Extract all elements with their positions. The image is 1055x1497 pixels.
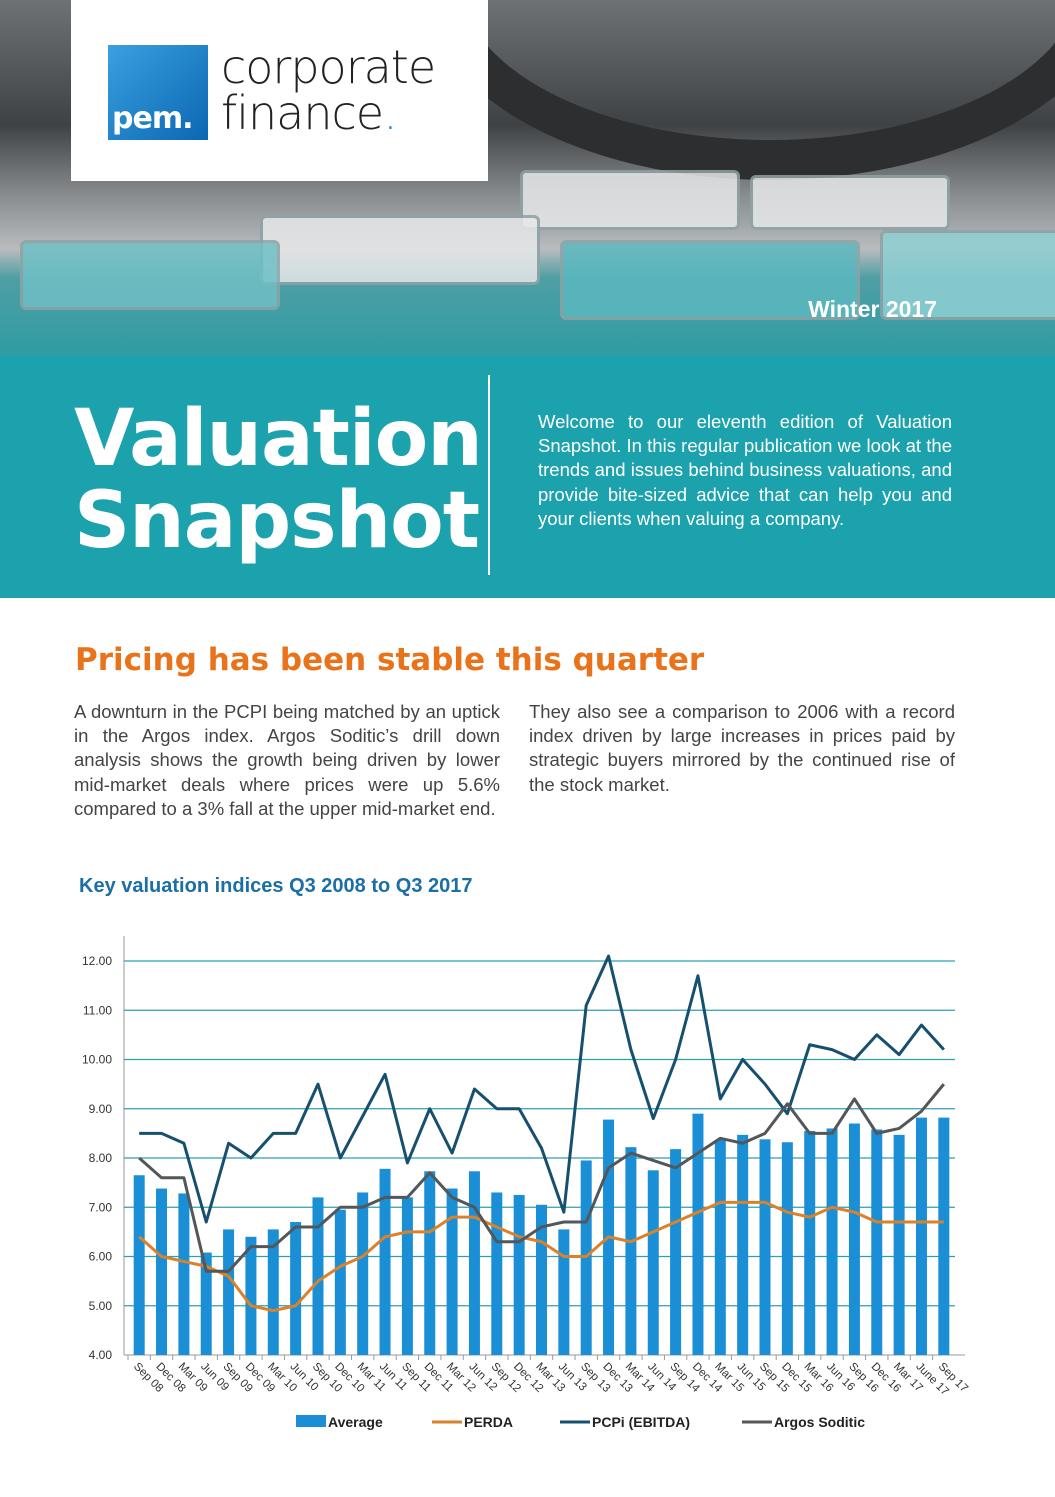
y-tick-label: 7.00 (89, 1200, 113, 1214)
article-column-1: A downturn in the PCPI being matched by … (74, 701, 500, 819)
boat (750, 175, 950, 230)
bar-average (379, 1168, 391, 1355)
bar-average (424, 1171, 436, 1355)
boat (560, 240, 860, 320)
bar-average (871, 1129, 883, 1355)
bar-average (312, 1197, 324, 1355)
logo-word2: finance (221, 86, 384, 140)
y-tick-label: 8.00 (89, 1151, 113, 1165)
legend-label: Argos Soditic (774, 1414, 865, 1430)
bar-average (804, 1130, 816, 1355)
logo-mark: pem. (108, 45, 208, 140)
bar-average (245, 1236, 257, 1355)
valuation-chart: 4.005.006.007.008.009.0010.0011.0012.00S… (82, 936, 970, 1430)
legend-label: PCPi (EBITDA) (592, 1414, 690, 1430)
line-perda (138, 1200, 944, 1313)
bar-average (692, 1113, 704, 1355)
bar-average (826, 1128, 838, 1355)
bar-average (267, 1229, 279, 1355)
y-tick-label: 10.00 (82, 1053, 112, 1067)
bar-average (513, 1194, 525, 1355)
bar-average (759, 1139, 771, 1355)
y-tick-label: 4.00 (89, 1348, 113, 1362)
legend-swatch (296, 1415, 326, 1427)
bar-average (133, 1175, 145, 1355)
bar-average (334, 1209, 346, 1355)
bar-average (401, 1197, 413, 1355)
bar-average (491, 1192, 503, 1355)
bridge-arch (420, 0, 1055, 180)
bar-average (625, 1147, 637, 1355)
bar-average (848, 1123, 860, 1355)
bar-average (781, 1142, 793, 1355)
y-tick-label: 11.00 (83, 1003, 112, 1017)
bar-average (737, 1134, 749, 1355)
title-line1: Valuation (74, 394, 483, 484)
hero-photo (0, 0, 1055, 356)
bar-average (670, 1149, 682, 1355)
y-tick-label: 5.00 (89, 1299, 113, 1313)
bar-average (200, 1252, 212, 1355)
bar-average (893, 1134, 905, 1355)
article-column-2: They also see a comparison to 2006 with … (529, 701, 955, 795)
line-argos-soditic (138, 1083, 945, 1273)
y-tick-label: 9.00 (89, 1102, 113, 1116)
legend-label: Average (328, 1414, 383, 1430)
bar-average (468, 1171, 480, 1355)
bar-average (714, 1139, 726, 1355)
bar-average (178, 1193, 190, 1355)
bar-average (647, 1170, 659, 1355)
chart-title: Key valuation indices Q3 2008 to Q3 2017 (79, 875, 473, 897)
bar-average (156, 1188, 168, 1355)
legend-label: PERDA (464, 1414, 513, 1430)
boat (880, 230, 1055, 320)
title-line2: Snapshot (74, 476, 480, 566)
bar-average (446, 1188, 458, 1355)
y-tick-label: 6.00 (89, 1250, 113, 1264)
logo-mark-text: pem. (112, 101, 193, 136)
boat (20, 240, 280, 310)
boat (520, 170, 740, 230)
article-heading: Pricing has been stable this quarter (75, 642, 705, 678)
company-logo: pem. corporate finance. (71, 0, 488, 181)
logo-wordmark: corporate finance. (221, 40, 436, 140)
bar-average (536, 1204, 547, 1355)
bar-average (558, 1229, 570, 1355)
bar-average (357, 1192, 369, 1355)
divider (488, 375, 490, 575)
title-band (0, 356, 1055, 598)
line-pcpi-ebitda- (139, 954, 945, 1224)
bar-average (223, 1229, 235, 1355)
logo-word1: corporate (221, 40, 436, 94)
boat (260, 215, 540, 285)
y-tick-label: 12.00 (82, 954, 112, 968)
bar-average (290, 1222, 302, 1355)
bar-average (915, 1117, 927, 1355)
edition-label: Winter 2017 (808, 296, 937, 322)
intro-text: Welcome to our eleventh edition of Valua… (538, 411, 952, 529)
bar-average (938, 1117, 950, 1355)
page-title: Valuation Snapshot (74, 394, 483, 566)
